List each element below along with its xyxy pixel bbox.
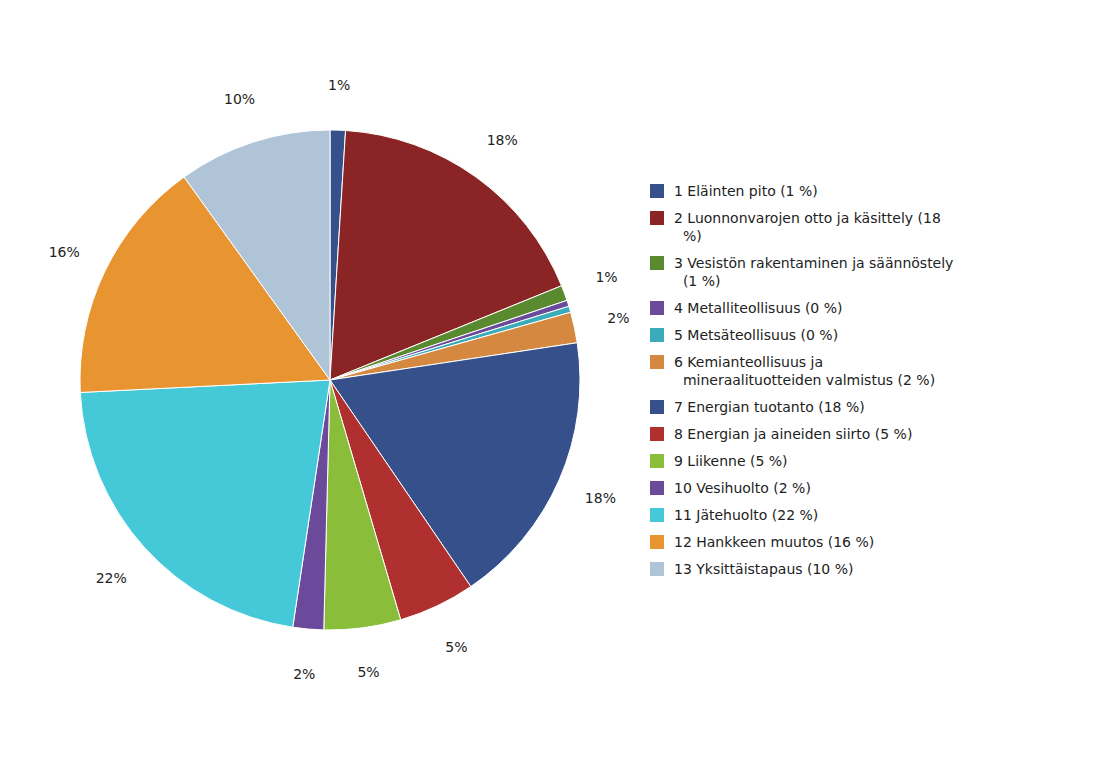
legend-label: 1 Eläinten pito (1 %) bbox=[674, 183, 818, 199]
data-label: 22% bbox=[96, 570, 127, 586]
data-label: 10% bbox=[224, 91, 255, 107]
legend: 1 Eläinten pito (1 %) 2 Luonnonvarojen ot… bbox=[650, 183, 953, 577]
legend-swatch bbox=[650, 535, 664, 549]
legend-swatch bbox=[650, 301, 664, 315]
pie-slice bbox=[184, 130, 330, 380]
legend-label: 7 Energian tuotanto (18 %) bbox=[674, 399, 865, 415]
legend-swatch bbox=[650, 328, 664, 342]
data-label: 5% bbox=[357, 664, 379, 680]
pie-slice bbox=[80, 380, 330, 627]
legend-label: 2 Luonnonvarojen otto ja käsittely (18 %… bbox=[674, 210, 941, 244]
legend-swatch bbox=[650, 481, 664, 495]
legend-swatch bbox=[650, 400, 664, 414]
legend-swatch bbox=[650, 184, 664, 198]
legend-swatch bbox=[650, 355, 664, 369]
data-label: 1% bbox=[328, 77, 350, 93]
legend-swatch bbox=[650, 211, 664, 225]
data-label: 2% bbox=[293, 666, 315, 682]
data-label: 18% bbox=[487, 132, 518, 148]
legend-label: 3 Vesistön rakentaminen ja säännöstely (… bbox=[674, 255, 953, 289]
legend-label: 10 Vesihuolto (2 %) bbox=[674, 480, 811, 496]
legend-label: 6 Kemianteollisuus ja mineraalituotteide… bbox=[674, 354, 935, 388]
legend-label: 4 Metalliteollisuus (0 %) bbox=[674, 300, 843, 316]
legend-label: 12 Hankkeen muutos (16 %) bbox=[674, 534, 874, 550]
pie-slice bbox=[324, 380, 401, 630]
data-label: 1% bbox=[595, 269, 617, 285]
data-label: 18% bbox=[585, 490, 616, 506]
legend-swatch bbox=[650, 256, 664, 270]
legend-label: 5 Metsäteollisuus (0 %) bbox=[674, 327, 838, 343]
legend-swatch bbox=[650, 454, 664, 468]
legend-label: 11 Jätehuolto (22 %) bbox=[674, 507, 818, 523]
data-labels: 1% 18% 1% 2% 18% 5% 5% 2% 22% 16% 10% bbox=[49, 77, 630, 682]
data-label: 2% bbox=[607, 310, 629, 326]
data-label: 16% bbox=[49, 244, 80, 260]
legend-swatch bbox=[650, 427, 664, 441]
pie bbox=[80, 130, 580, 630]
legend-label: 9 Liikenne (5 %) bbox=[674, 453, 788, 469]
data-label: 5% bbox=[445, 639, 467, 655]
legend-label: 13 Yksittäistapaus (10 %) bbox=[674, 561, 854, 577]
chart: 1% 18% 1% 2% 18% 5% 5% 2% 22% 16% 10% 1 Eläinten pi… bbox=[0, 0, 1115, 760]
legend-swatch bbox=[650, 508, 664, 522]
legend-label: 8 Energian ja aineiden siirto (5 %) bbox=[674, 426, 912, 442]
legend-swatch bbox=[650, 562, 664, 576]
